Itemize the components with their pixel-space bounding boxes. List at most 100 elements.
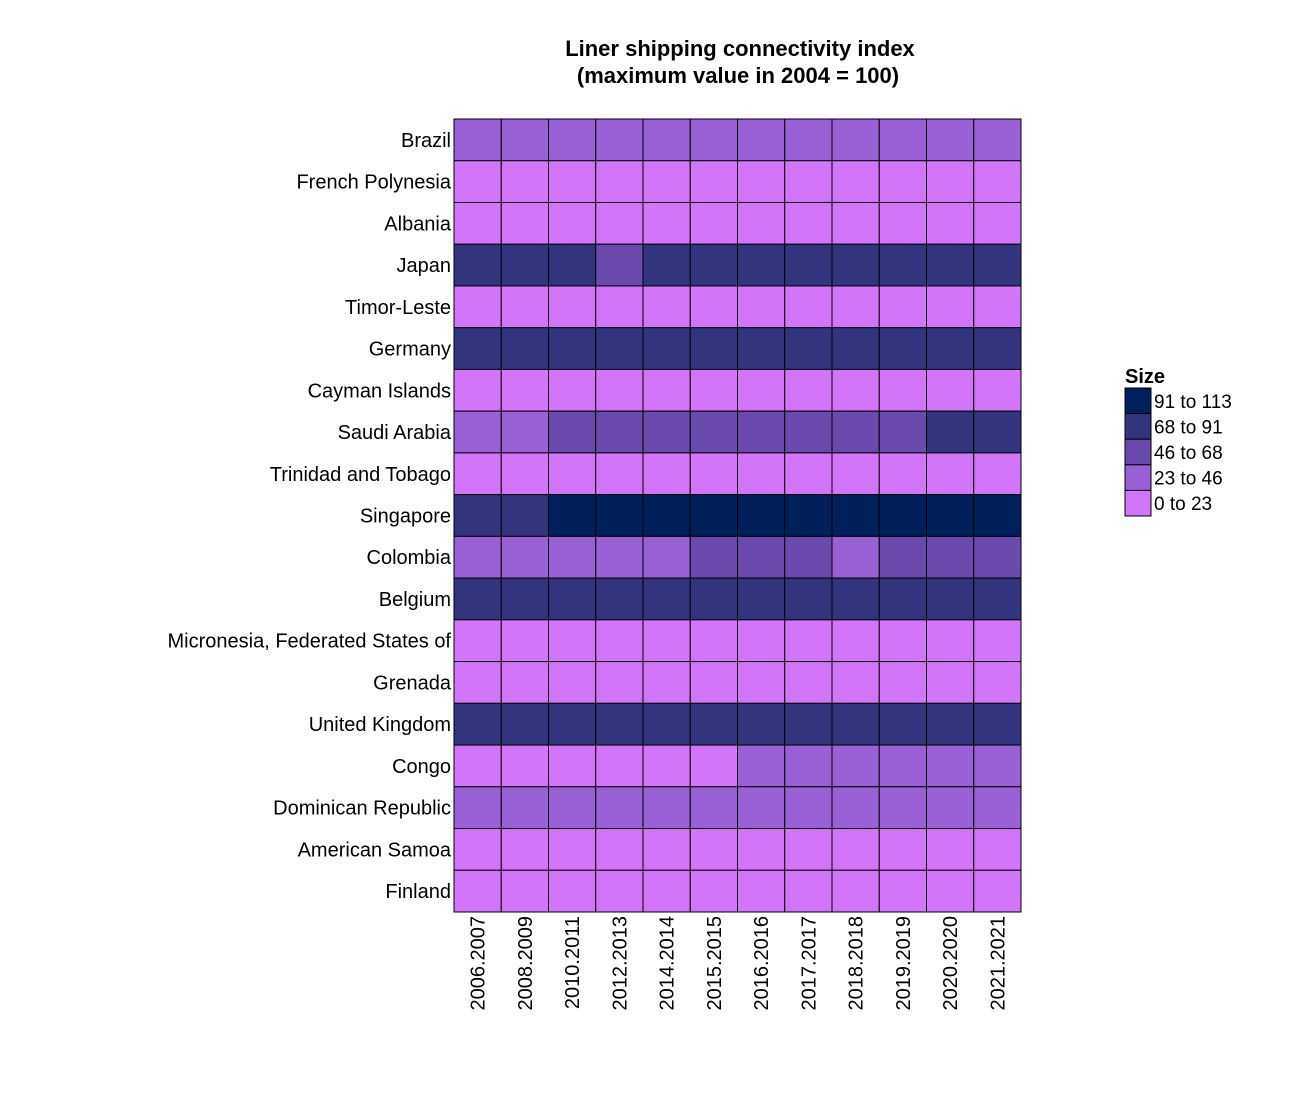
heatmap-cell bbox=[548, 285, 597, 329]
row-label: Grenada bbox=[373, 672, 452, 694]
heatmap-cell bbox=[831, 619, 880, 663]
heatmap-cell bbox=[500, 243, 549, 287]
heatmap-cell bbox=[831, 494, 880, 537]
heatmap-cell bbox=[500, 327, 549, 370]
heatmap-cell bbox=[453, 160, 502, 203]
heatmap-cell bbox=[453, 494, 502, 537]
heatmap-cell bbox=[831, 702, 880, 746]
heatmap-cell bbox=[784, 702, 833, 746]
heatmap-cell bbox=[689, 619, 738, 663]
heatmap-cell bbox=[784, 619, 833, 663]
heatmap-cell bbox=[689, 786, 738, 830]
heatmap-cell bbox=[595, 243, 644, 287]
heatmap-cell bbox=[689, 702, 738, 746]
heatmap-cell bbox=[831, 577, 880, 621]
heatmap-cell bbox=[737, 619, 786, 663]
heatmap-cell bbox=[878, 410, 927, 454]
heatmap-cell bbox=[973, 160, 1022, 203]
heatmap-cell bbox=[595, 118, 644, 162]
heatmap-cell bbox=[500, 828, 549, 871]
heatmap-cell bbox=[595, 577, 644, 621]
heatmap-cell bbox=[737, 535, 786, 579]
column-label: 2021.2021 bbox=[987, 916, 1009, 1011]
heatmap-cell bbox=[689, 577, 738, 621]
row-label: Belgium bbox=[379, 589, 451, 611]
heatmap-cell bbox=[784, 535, 833, 579]
heatmap-cell bbox=[926, 577, 975, 621]
heatmap-cell bbox=[453, 118, 502, 162]
heatmap-cell bbox=[784, 243, 833, 287]
heatmap-cell bbox=[453, 201, 502, 245]
heatmap-cell bbox=[831, 452, 880, 496]
heatmap-cell bbox=[878, 285, 927, 329]
row-label: American Samoa bbox=[298, 839, 452, 861]
heatmap-cell bbox=[737, 201, 786, 245]
heatmap-cell bbox=[453, 869, 502, 913]
row-label: United Kingdom bbox=[309, 714, 451, 736]
heatmap-cell bbox=[642, 410, 691, 454]
row-label: Germany bbox=[369, 339, 451, 361]
heatmap-cell bbox=[737, 494, 786, 537]
heatmap-cell bbox=[784, 661, 833, 704]
heatmap-cell bbox=[831, 535, 880, 579]
heatmap-cell bbox=[500, 869, 549, 913]
heatmap-cell bbox=[831, 201, 880, 245]
heatmap-cell bbox=[973, 744, 1022, 788]
heatmap-cell bbox=[500, 661, 549, 704]
heatmap-cell bbox=[642, 744, 691, 788]
heatmap-cell bbox=[926, 452, 975, 496]
heatmap-cell bbox=[595, 410, 644, 454]
column-label: 2018.2018 bbox=[846, 916, 868, 1011]
heatmap-cell bbox=[548, 327, 597, 370]
heatmap-cell bbox=[973, 661, 1022, 704]
heatmap-cell bbox=[784, 494, 833, 537]
heatmap-cell bbox=[737, 410, 786, 454]
heatmap-cell bbox=[878, 535, 927, 579]
heatmap-cell bbox=[926, 661, 975, 704]
heatmap-cell bbox=[642, 285, 691, 329]
heatmap-cell bbox=[453, 410, 502, 454]
heatmap-cell bbox=[500, 702, 549, 746]
heatmap-cell bbox=[642, 577, 691, 621]
heatmap-cell bbox=[737, 368, 786, 412]
heatmap-cell bbox=[548, 410, 597, 454]
legend-items: 91 to 113 68 to 91 46 to 68 23 to 46 0 to 23 bbox=[1124, 387, 1232, 517]
heatmap-cell bbox=[973, 828, 1022, 871]
heatmap-cell bbox=[831, 368, 880, 412]
heatmap-cell bbox=[595, 619, 644, 663]
heatmap-cell bbox=[548, 661, 597, 704]
heatmap-cell bbox=[548, 452, 597, 496]
heatmap-cell bbox=[831, 869, 880, 913]
heatmap-cell bbox=[689, 452, 738, 496]
heatmap-cell bbox=[642, 702, 691, 746]
heatmap-cell bbox=[926, 744, 975, 788]
heatmap-cell bbox=[878, 327, 927, 370]
heatmap-cell bbox=[926, 118, 975, 162]
heatmap-cell bbox=[973, 869, 1022, 913]
heatmap-cell bbox=[453, 619, 502, 663]
heatmap-cell bbox=[878, 619, 927, 663]
heatmap-cell bbox=[784, 118, 833, 162]
heatmap-cell bbox=[689, 494, 738, 537]
heatmap-cell bbox=[500, 452, 549, 496]
heatmap-cell bbox=[548, 535, 597, 579]
heatmap-cell bbox=[973, 327, 1022, 370]
heatmap-cell bbox=[689, 368, 738, 412]
heatmap-cell bbox=[548, 702, 597, 746]
heatmap-cell bbox=[453, 535, 502, 579]
heatmap-cell bbox=[595, 368, 644, 412]
heatmap-cell bbox=[973, 702, 1022, 746]
heatmap-cell bbox=[878, 201, 927, 245]
heatmap-cell bbox=[500, 744, 549, 788]
heatmap-cell bbox=[831, 243, 880, 287]
heatmap-cell bbox=[831, 410, 880, 454]
heatmap-cell bbox=[926, 535, 975, 579]
heatmap-cell bbox=[973, 285, 1022, 329]
heatmap-cell bbox=[595, 744, 644, 788]
heatmap-cell bbox=[784, 160, 833, 203]
row-label: Trinidad and Tobago bbox=[270, 464, 451, 486]
heatmap-cell bbox=[548, 243, 597, 287]
heatmap-cell bbox=[500, 118, 549, 162]
heatmap-cell bbox=[973, 410, 1022, 454]
column-label: 2016.2016 bbox=[751, 916, 773, 1011]
